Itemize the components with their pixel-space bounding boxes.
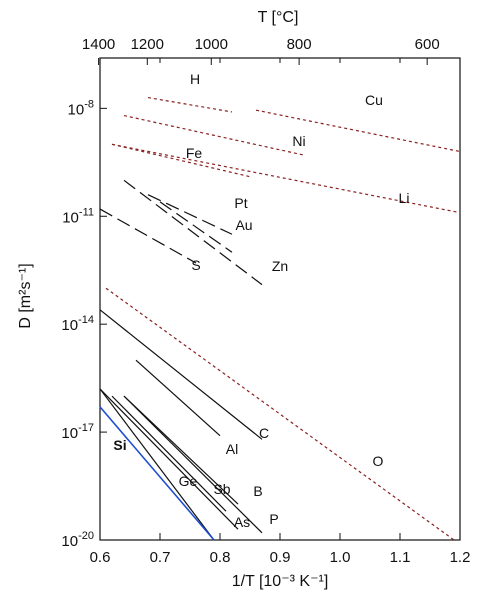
x-tick-label: 1.2 [450, 549, 471, 566]
series-label-cu: Cu [365, 92, 383, 108]
y-tick-label: 10-11 [62, 206, 94, 226]
x-tick-label: 1.1 [390, 549, 411, 566]
top-tick-label: 600 [415, 36, 440, 53]
series-line-s [99, 208, 197, 264]
series-label-o: O [373, 453, 384, 469]
series-label-c: C [259, 425, 269, 441]
top-tick-label: 800 [287, 36, 312, 53]
axis-ticks: 0.6 0.7 0.8 0.9 1.0 1.1 1.2 10-20 10-17 10-14 10-1… [61, 36, 470, 566]
series-label-b: B [253, 483, 262, 499]
series-label-as: As [234, 514, 250, 530]
series-line-as [99, 388, 239, 530]
series-line-fe [111, 143, 251, 178]
x-tick-label: 0.7 [150, 549, 171, 566]
top-tick-label: 1200 [131, 36, 164, 53]
series-label-sb: Sb [213, 481, 230, 497]
series-label-pt: Pt [234, 195, 247, 211]
series-label-h: H [190, 71, 200, 87]
series-label-s: S [191, 257, 200, 273]
top-axis-title: T [°C] [258, 9, 299, 26]
series-label-zn: Zn [272, 258, 288, 274]
series-label-al: Al [226, 441, 238, 457]
y-axis-title: D [m²s⁻¹] [17, 263, 34, 328]
y-tick-label: 10-17 [61, 422, 94, 442]
series-line-zn [123, 179, 263, 286]
series-line-o [105, 287, 455, 541]
x-tick-label: 0.9 [270, 549, 291, 566]
x-tick-label: 0.8 [210, 549, 231, 566]
series-line-p [123, 395, 263, 534]
series-line-ni [123, 114, 305, 156]
series-line-ge [99, 388, 215, 541]
series-label-au: Au [235, 217, 252, 233]
series-label-fe: Fe [186, 145, 203, 161]
series-label-ni: Ni [292, 133, 305, 149]
series-label-si: Si [113, 437, 126, 453]
series-label-p: P [269, 511, 278, 527]
series-label-ge: Ge [179, 473, 198, 489]
x-axis-title: 1/T [10⁻³ K⁻¹] [232, 573, 329, 590]
y-tick-label: 10-8 [68, 98, 94, 118]
series-line-al [135, 359, 221, 437]
series-line-si [99, 406, 215, 541]
series-line-au [159, 201, 233, 253]
plot-frame [99, 57, 461, 541]
series-line-cu [255, 109, 461, 153]
series-line-c [99, 309, 263, 440]
top-tick-label: 1400 [82, 36, 115, 53]
series-line-h [147, 96, 233, 113]
series-line-li [111, 143, 461, 214]
series-label-li: Li [399, 190, 410, 206]
series-layer [99, 96, 461, 541]
y-tick-label: 10-14 [61, 314, 94, 334]
x-tick-label: 0.6 [90, 549, 111, 566]
top-tick-label: 1000 [195, 36, 228, 53]
y-tick-label: 10-20 [61, 530, 94, 550]
series-line-pt [147, 194, 233, 235]
x-tick-label: 1.0 [330, 549, 351, 566]
series-line-sb [111, 395, 227, 512]
series-labels: H Cu Ni Fe Li Pt Au Zn S O C Al B Sb P As Ge Si [113, 71, 409, 530]
